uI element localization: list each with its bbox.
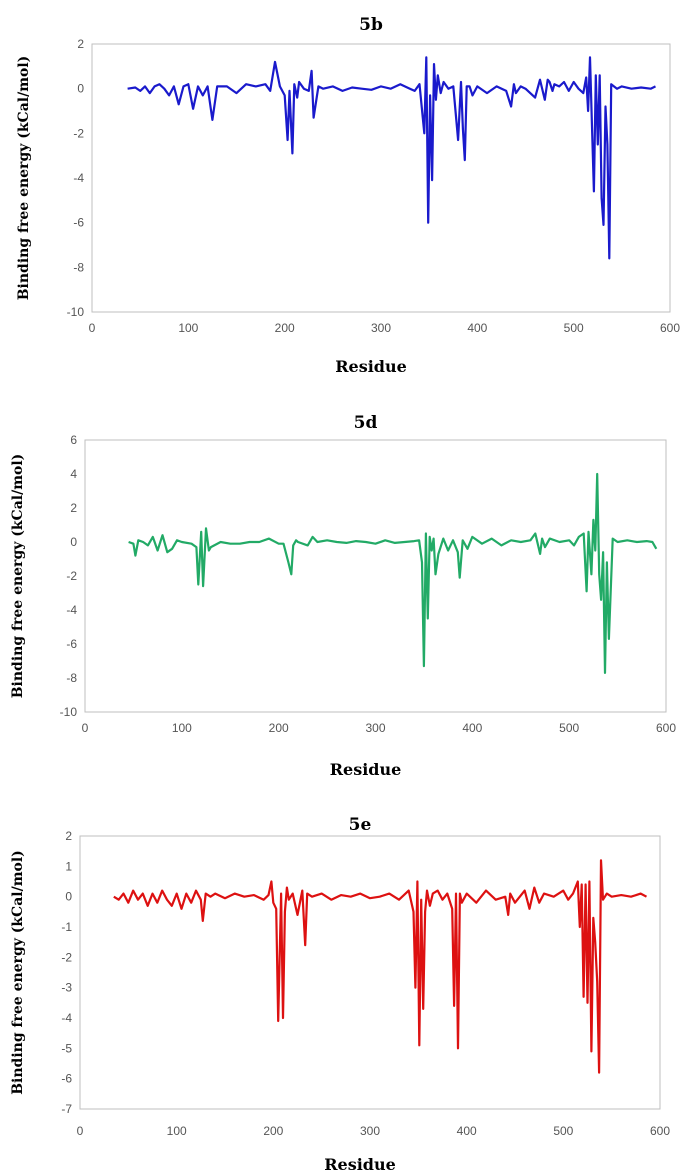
- y-axis-label: Binding free energy (kCal/mol): [10, 850, 26, 1095]
- x-tick-label: 600: [656, 721, 676, 735]
- x-axis-label: Residue: [335, 357, 407, 376]
- x-tick-label: 200: [269, 721, 289, 735]
- series-line: [113, 859, 648, 1074]
- plot-area-frame: [84, 439, 667, 713]
- y-tick-label: -10: [60, 705, 78, 719]
- y-axis-label: Binding free energy (kCal/mol): [16, 56, 32, 301]
- chart-title: 5b: [359, 15, 383, 35]
- y-tick-label: -6: [61, 1072, 72, 1086]
- plot-area-frame: [91, 43, 671, 313]
- y-tick-label: 2: [70, 501, 77, 515]
- x-tick-label: 400: [462, 721, 482, 735]
- x-tick-label: 100: [178, 321, 198, 335]
- x-axis-label: Residue: [330, 760, 402, 779]
- x-tick-label: 100: [172, 721, 192, 735]
- x-tick-label: 300: [365, 721, 385, 735]
- y-tick-label: -8: [66, 671, 77, 685]
- x-tick-label: 500: [559, 721, 579, 735]
- x-tick-label: 100: [167, 1124, 187, 1138]
- x-tick-label: 600: [650, 1124, 670, 1138]
- y-tick-label: -3: [61, 981, 72, 995]
- x-tick-label: 300: [360, 1124, 380, 1138]
- x-tick-label: 500: [564, 321, 584, 335]
- y-tick-label: -7: [61, 1102, 72, 1116]
- y-tick-label: 2: [65, 829, 72, 843]
- plot-area-frame: [79, 835, 661, 1110]
- y-tick-label: 2: [77, 37, 84, 51]
- x-tick-label: 500: [553, 1124, 573, 1138]
- y-tick-label: -6: [66, 637, 77, 651]
- y-tick-label: -1: [61, 920, 72, 934]
- y-tick-label: -8: [73, 260, 84, 274]
- y-tick-label: -2: [73, 126, 84, 140]
- x-tick-label: 0: [82, 721, 89, 735]
- y-tick-label: 4: [70, 467, 77, 481]
- chart-title: 5e: [349, 815, 372, 835]
- x-tick-label: 200: [263, 1124, 283, 1138]
- x-tick-label: 400: [467, 321, 487, 335]
- x-tick-label: 400: [457, 1124, 477, 1138]
- x-tick-label: 300: [371, 321, 391, 335]
- chart-title: 5d: [354, 413, 378, 433]
- x-tick-label: 0: [77, 1124, 84, 1138]
- y-tick-label: -2: [61, 950, 72, 964]
- y-tick-label: -10: [67, 305, 85, 319]
- y-tick-label: 0: [65, 890, 72, 904]
- y-tick-label: 1: [65, 859, 72, 873]
- chart-5b: 5b -10 -8 -6 -4 -2 0 2 0 100 200 300 400 500 600 Residu…: [16, 15, 680, 376]
- y-tick-label: 0: [77, 82, 84, 96]
- chart-5d: 5d -10 -8 -6 -4 -2 0 2 4 6 0 100 200 300 400 500 600 Resi…: [10, 413, 676, 779]
- x-axis-label: Residue: [324, 1155, 396, 1174]
- y-tick-label: -4: [66, 603, 77, 617]
- chart-5e: 5e -7 -6 -5 -4 -3 -2 -1 0 1 2 0 100 200 300 400 500 600 Re…: [10, 815, 670, 1174]
- x-tick-label: 600: [660, 321, 680, 335]
- y-tick-label: -4: [73, 171, 84, 185]
- y-tick-label: -2: [66, 569, 77, 583]
- y-tick-label: -4: [61, 1011, 72, 1025]
- series-line: [128, 472, 658, 675]
- y-tick-label: -5: [61, 1041, 72, 1055]
- y-tick-label: 6: [70, 433, 77, 447]
- x-tick-label: 200: [275, 321, 295, 335]
- x-tick-label: 0: [89, 321, 96, 335]
- series-line: [127, 56, 656, 260]
- y-tick-label: -6: [73, 216, 84, 230]
- y-axis-label: Binding free energy (kCal/mol): [10, 454, 26, 699]
- y-tick-label: 0: [70, 535, 77, 549]
